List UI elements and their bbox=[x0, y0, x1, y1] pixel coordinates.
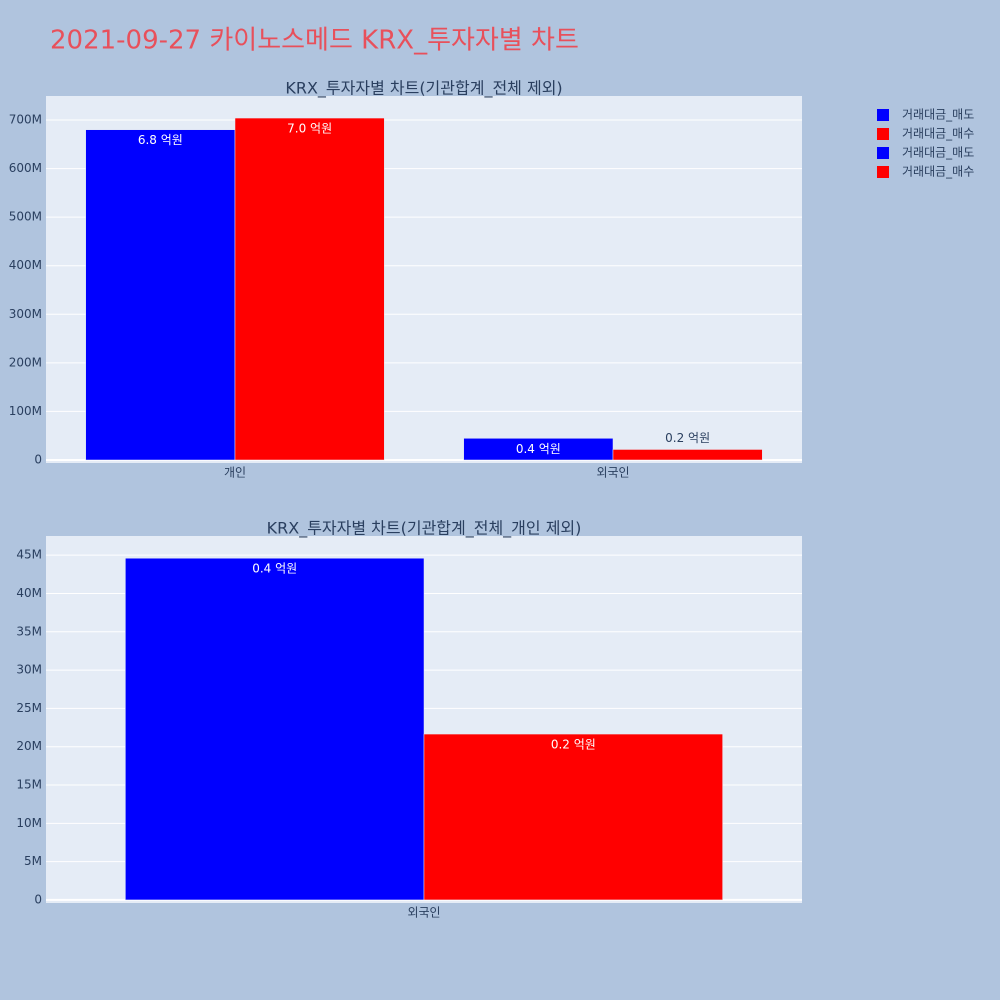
y-tick-label: 30M bbox=[16, 663, 42, 677]
y-tick-label: 15M bbox=[16, 778, 42, 792]
y-tick-label: 500M bbox=[9, 210, 42, 224]
y-tick-label: 25M bbox=[16, 701, 42, 715]
legend-label: 거래대금_매수 bbox=[902, 165, 974, 179]
y-tick-label: 20M bbox=[16, 739, 42, 753]
value-label: 0.4 억원 bbox=[516, 442, 561, 456]
value-label: 7.0 억원 bbox=[287, 122, 332, 136]
y-tick-label: 700M bbox=[9, 112, 42, 126]
legend-swatch bbox=[877, 109, 889, 121]
y-tick-label: 100M bbox=[9, 404, 42, 418]
bar bbox=[234, 117, 385, 461]
y-tick-label: 5M bbox=[24, 854, 42, 868]
y-tick-label: 0 bbox=[34, 452, 42, 466]
y-tick-label: 45M bbox=[16, 548, 42, 562]
y-tick-label: 200M bbox=[9, 355, 42, 369]
bar bbox=[85, 129, 236, 461]
legend-label: 거래대금_매도 bbox=[902, 108, 974, 122]
x-tick-label: 외국인 bbox=[407, 906, 440, 920]
legend-swatch bbox=[877, 128, 889, 140]
y-tick-label: 0 bbox=[34, 892, 42, 906]
bar bbox=[463, 438, 614, 461]
y-tick-label: 600M bbox=[9, 161, 42, 175]
value-label: 0.2 억원 bbox=[551, 738, 596, 752]
value-label: 0.2 억원 bbox=[665, 431, 710, 445]
y-tick-label: 400M bbox=[9, 258, 42, 272]
x-tick-label: 개인 bbox=[224, 466, 246, 480]
page-title: 2021-09-27 카이노스메드 KRX_투자자별 차트 bbox=[50, 26, 579, 56]
legend-label: 거래대금_매도 bbox=[902, 146, 974, 160]
y-tick-label: 35M bbox=[16, 624, 42, 638]
chart-title: KRX_투자자별 차트(기관합계_전체 제외) bbox=[285, 79, 562, 99]
y-tick-label: 40M bbox=[16, 586, 42, 600]
value-label: 0.4 억원 bbox=[252, 562, 297, 576]
x-tick-label: 외국인 bbox=[596, 466, 629, 480]
legend-swatch bbox=[877, 147, 889, 159]
y-tick-label: 10M bbox=[16, 816, 42, 830]
bar bbox=[612, 449, 763, 461]
value-label: 6.8 억원 bbox=[138, 133, 183, 147]
bar bbox=[423, 733, 723, 901]
bar bbox=[125, 557, 425, 901]
legend-swatch bbox=[877, 166, 889, 178]
y-tick-label: 300M bbox=[9, 307, 42, 321]
chart-title: KRX_투자자별 차트(기관합계_전체_개인 제외) bbox=[267, 519, 582, 539]
legend-label: 거래대금_매수 bbox=[902, 127, 974, 141]
